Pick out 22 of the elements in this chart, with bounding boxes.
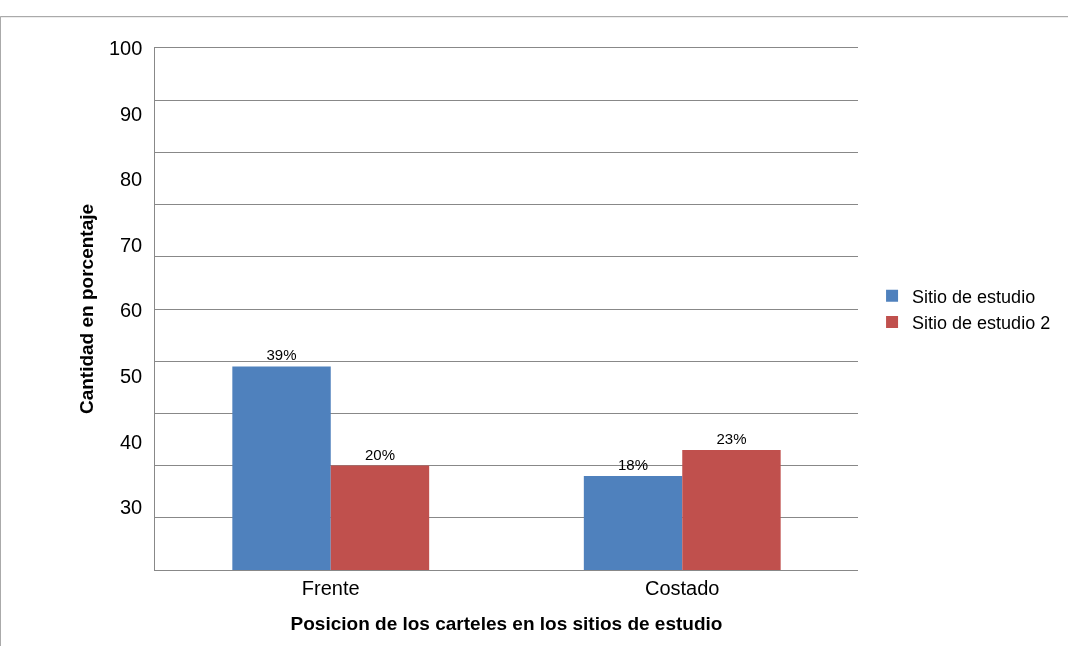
x-axis-title: Posicion de los carteles en los sitios de estudio [290,612,723,634]
data-label: 18% [618,456,649,474]
text: 90 [120,103,143,125]
data-label: 23% [716,429,747,447]
text: 30 [120,496,143,518]
text: 40 [120,431,143,453]
y-axis-title: Cantidad en porcentaje [75,203,97,415]
legend-label: Sitio de estudio 2 [912,313,1051,334]
text: 100 [109,37,143,59]
bar [330,465,430,570]
data-label: 20% [364,445,395,463]
legend-label: Sitio de estudio [912,286,1036,307]
bar [583,476,683,570]
bar [682,449,781,570]
data-label: 39% [266,346,297,364]
bar [232,366,331,570]
x-tick-label: Costado [645,577,720,599]
text: 50 [120,365,143,387]
text: 70 [120,234,143,256]
text: 60 [120,299,143,321]
text: 80 [120,168,143,190]
x-tick-label: Frente [301,577,360,599]
